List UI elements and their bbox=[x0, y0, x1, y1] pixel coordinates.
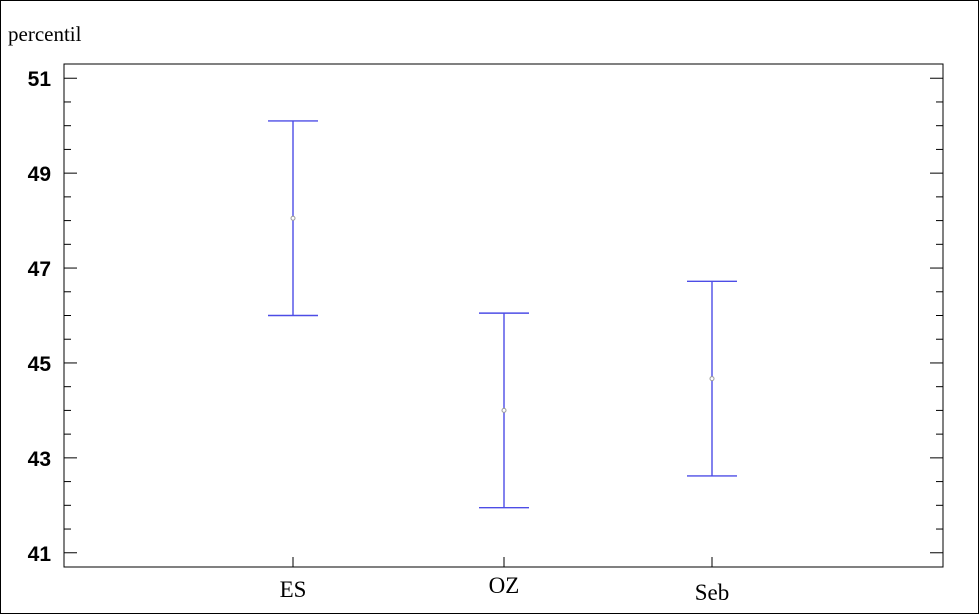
y-axis-label: percentil bbox=[8, 22, 82, 46]
x-tick-label: ES bbox=[280, 577, 307, 602]
y-tick-label: 45 bbox=[28, 353, 52, 376]
y-tick-label: 51 bbox=[28, 68, 52, 91]
error-bars bbox=[268, 120, 737, 509]
tick-marks bbox=[64, 77, 943, 567]
y-tick-label: 41 bbox=[28, 543, 52, 566]
y-tick-label: 43 bbox=[28, 448, 51, 471]
x-tick-label: Seb bbox=[695, 580, 730, 605]
x-tick-labels: ES OZ Seb bbox=[280, 573, 730, 605]
x-tick-label: OZ bbox=[489, 573, 520, 598]
mean-point bbox=[709, 376, 715, 382]
y-tick-label: 47 bbox=[28, 258, 51, 281]
y-tick-label: 49 bbox=[28, 163, 51, 186]
mean-point bbox=[501, 407, 507, 413]
mean-point bbox=[290, 215, 296, 221]
y-tick-labels: 41 43 45 47 49 51 bbox=[28, 68, 52, 566]
